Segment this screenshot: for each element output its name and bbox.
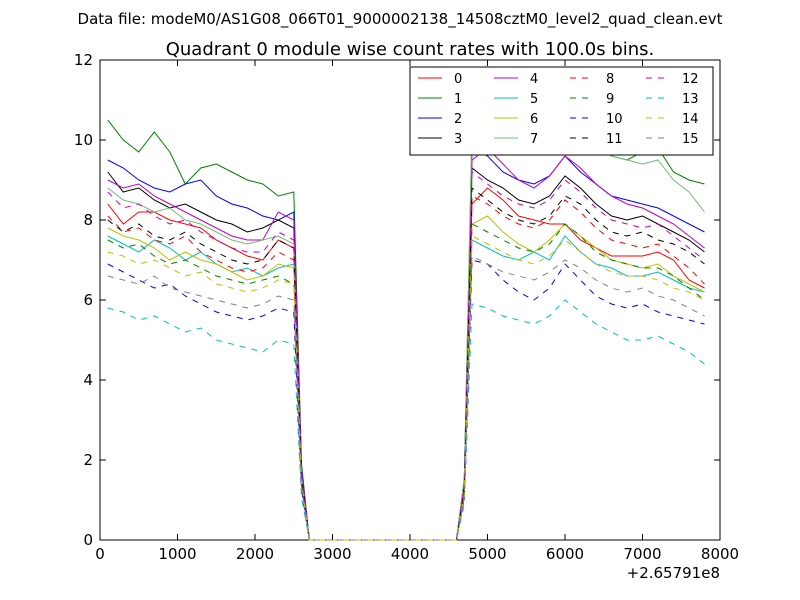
legend-label-8: 8 [606,72,614,87]
legend-box [409,66,714,156]
series-layer [107,103,705,541]
x-tick-label: 4000 [391,545,429,563]
y-tick-label: 0 [83,531,93,549]
legend-label-15: 15 [682,132,699,147]
x-tick-label: 0 [95,545,105,563]
legend-label-5: 5 [530,92,538,107]
legend-label-4: 4 [530,72,538,87]
legend-label-14: 14 [682,112,699,127]
x-tick-label: 7000 [623,545,661,563]
legend-label-6: 6 [530,112,538,127]
x-tick-label: 6000 [546,545,584,563]
x-tick-label: 8000 [701,545,739,563]
y-tick-label: 8 [83,211,93,229]
series-line-10 [107,259,705,541]
series-line-14 [107,235,705,541]
legend-label-7: 7 [530,132,538,147]
y-tick-label: 6 [83,291,93,309]
x-offset-label: +2.65791e8 [627,564,720,582]
y-tick-label: 4 [83,371,93,389]
legend-label-13: 13 [682,92,699,107]
series-line-15 [107,255,705,541]
legend-label-0: 0 [454,72,462,87]
legend-label-11: 11 [606,132,623,147]
ticks-layer: 0 1000 2000 3000 4000 5000 6000 7000 80000246810… [74,51,739,563]
y-tick-label: 12 [74,51,93,69]
x-tick-label: 2000 [236,545,274,563]
legend-label-2: 2 [454,112,462,127]
x-tick-label: 5000 [468,545,506,563]
legend-label-9: 9 [606,92,614,107]
x-tick-label: 1000 [158,545,196,563]
series-line-13 [107,299,705,541]
chart-title: Quadrant 0 module wise count rates with … [166,39,655,60]
y-tick-label: 10 [74,131,93,149]
x-tick-label: 3000 [313,545,351,563]
legend-label-10: 10 [606,112,623,127]
chart-suptitle: Data file: modeM0/AS1G08_066T01_90000021… [78,10,723,29]
y-tick-label: 2 [83,451,93,469]
legend-label-12: 12 [682,72,699,87]
legend-label-3: 3 [454,132,462,147]
series-line-9 [107,223,705,541]
legend-label-1: 1 [454,92,462,107]
